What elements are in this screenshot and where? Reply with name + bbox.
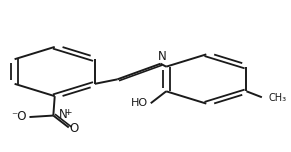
Text: +: + xyxy=(64,108,71,117)
Text: CH₃: CH₃ xyxy=(269,93,287,104)
Text: O: O xyxy=(70,122,79,135)
Text: N: N xyxy=(158,50,166,63)
Text: N: N xyxy=(58,108,67,121)
Text: HO: HO xyxy=(130,98,148,108)
Text: ⁻O: ⁻O xyxy=(11,110,26,123)
